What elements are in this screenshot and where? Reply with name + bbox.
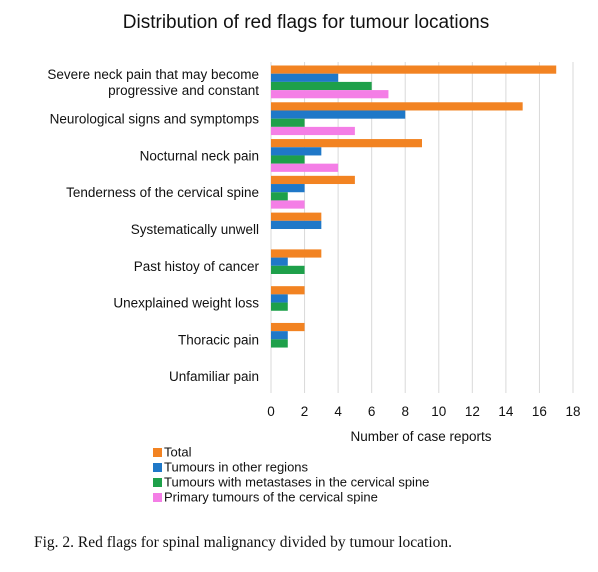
legend-label: Total <box>164 445 192 460</box>
x-tick-label: 6 <box>368 404 376 419</box>
x-tick-label: 0 <box>267 404 275 419</box>
x-tick-label: 8 <box>401 404 409 419</box>
bar <box>271 286 305 295</box>
bar <box>271 184 305 193</box>
legend-swatch <box>153 493 162 502</box>
bar <box>271 192 288 201</box>
figure-caption: Fig. 2. Red flags for spinal malignancy … <box>34 534 453 551</box>
bar <box>271 339 288 348</box>
bar <box>271 294 288 303</box>
bar <box>271 118 305 127</box>
bar <box>271 73 339 82</box>
legend-label: Tumours in other regions <box>164 460 309 475</box>
category-label: Unexplained weight loss <box>113 296 259 311</box>
category-label: Past histoy of cancer <box>134 259 260 274</box>
bar <box>271 147 322 156</box>
legend-swatch <box>153 448 162 457</box>
category-label: Neurological signs and symptomps <box>50 112 260 127</box>
bar <box>271 81 372 91</box>
bars <box>271 65 557 348</box>
legend-swatch <box>153 463 162 472</box>
bar <box>271 163 339 172</box>
category-label: Nocturnal neck pain <box>140 148 259 163</box>
category-label: Thoracic pain <box>178 332 259 347</box>
x-axis-title: Number of case reports <box>350 429 491 444</box>
bar <box>271 322 305 332</box>
bar <box>271 302 288 311</box>
x-tick-label: 4 <box>334 404 342 419</box>
x-tick-label: 18 <box>565 404 580 419</box>
category-label: Unfamiliar pain <box>169 369 259 384</box>
category-label: Severe neck pain that may become progress… <box>47 67 259 98</box>
category-label: Tenderness of the cervical spine <box>66 185 259 200</box>
category-labels: Severe neck pain that may become progress… <box>47 67 259 384</box>
x-tick-label: 14 <box>498 404 514 419</box>
bar <box>271 249 322 258</box>
x-tick-label: 16 <box>532 404 547 419</box>
x-tick-label: 12 <box>465 404 480 419</box>
category-label: Systematically unwell <box>131 222 259 237</box>
bar <box>271 139 422 148</box>
bar <box>271 212 322 221</box>
bar <box>271 331 288 340</box>
legend-label: Primary tumours of the cervical spine <box>164 490 378 505</box>
chart-title: Distribution of red flags for tumour loc… <box>123 12 489 33</box>
bar <box>271 155 305 164</box>
bar <box>271 265 305 274</box>
bar <box>271 90 389 99</box>
legend-label: Tumours with metastases in the cervical … <box>164 475 429 490</box>
bar <box>271 175 355 185</box>
x-tick-label: 2 <box>301 404 309 419</box>
x-tick-label: 10 <box>431 404 446 419</box>
chart: Distribution of red flags for tumour loc… <box>47 12 580 505</box>
bar <box>271 102 523 111</box>
bar <box>271 220 322 230</box>
bar <box>271 110 406 119</box>
bar <box>271 200 305 209</box>
bar <box>271 257 288 266</box>
legend-swatch <box>153 478 162 487</box>
x-tick-labels: 0 2 4 6 8 10 12 14 16 18 <box>267 404 580 419</box>
bar <box>271 126 355 136</box>
bar <box>271 65 557 74</box>
